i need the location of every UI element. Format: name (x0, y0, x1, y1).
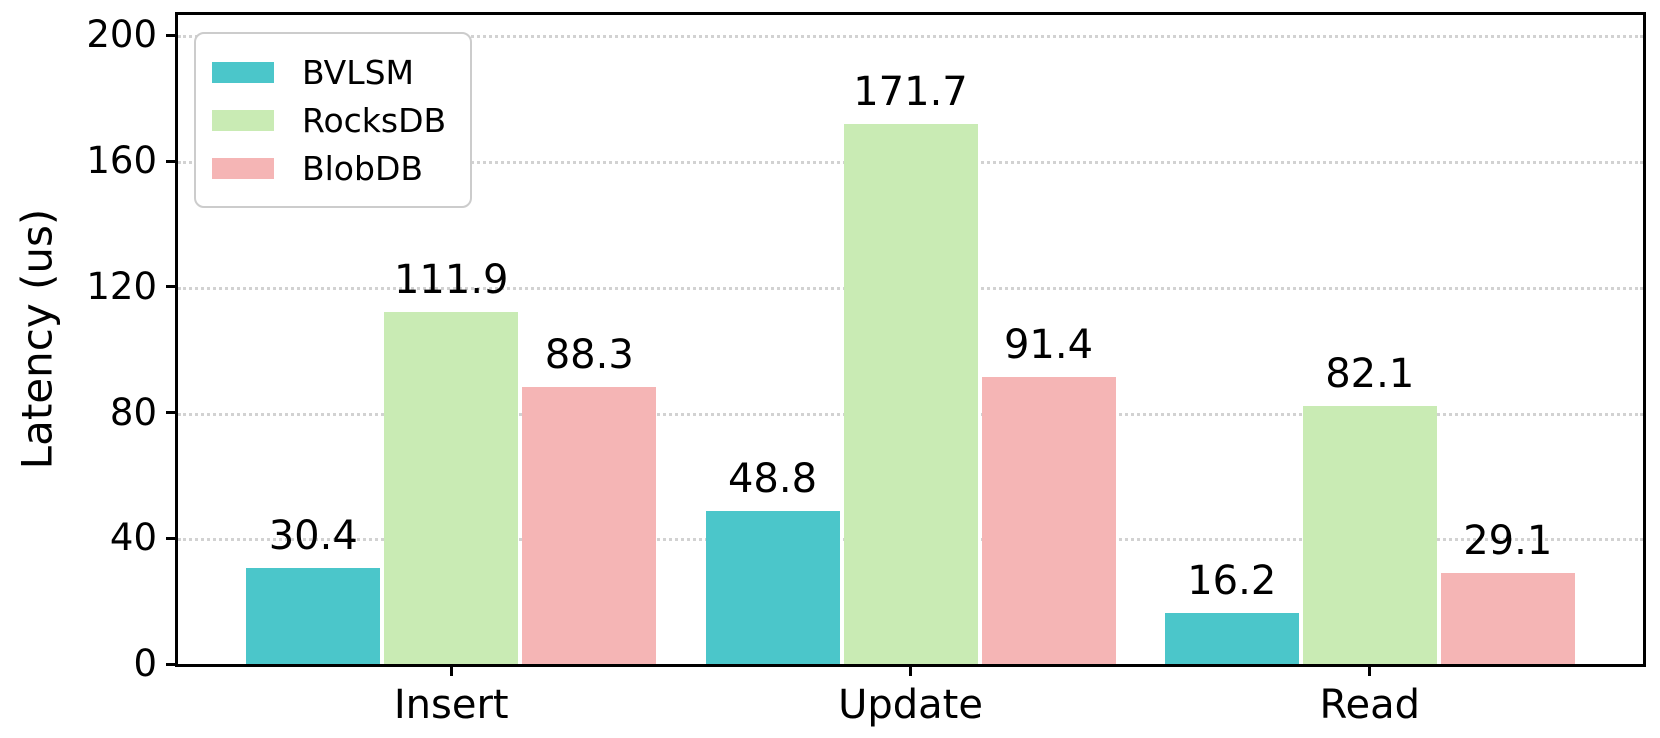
bar-value-label-bvlsm-insert: 30.4 (268, 513, 358, 560)
y-axis-tick-160 (166, 159, 177, 163)
bar-value-label-blobdb-read: 29.1 (1463, 517, 1553, 564)
y-axis-tick-label-0: 0 (133, 642, 157, 685)
bar-value-label-rocksdb-read: 82.1 (1325, 350, 1415, 397)
y-axis-tick-80 (166, 411, 177, 415)
y-axis-tick-40 (166, 536, 177, 540)
legend-row-blobdb: BlobDB (212, 144, 446, 192)
x-axis-category-label-read: Read (1319, 682, 1420, 728)
legend-row-rocksdb: RocksDB (212, 96, 446, 144)
bar-blobdb-update (981, 376, 1116, 664)
bar-value-label-blobdb-update: 91.4 (1003, 321, 1094, 368)
bar-blobdb-insert (522, 386, 657, 664)
y-axis-tick-label-160: 160 (86, 139, 157, 183)
legend-swatch-rocksdb-icon (212, 109, 274, 131)
y-axis-tick-200 (166, 33, 177, 37)
x-axis-category-label-insert: Insert (393, 682, 509, 728)
bar-value-label-bvlsm-update: 48.8 (727, 455, 818, 502)
legend-swatch-blobdb-icon (212, 157, 274, 179)
x-axis-tick-read (1368, 664, 1372, 676)
y-axis-tick-label-40: 40 (109, 516, 157, 560)
bar-bvlsm-update (705, 510, 840, 664)
plot-area: 30.4 48.8 16.2 111.9 171.7 82.1 88.3 91.4 29.1 B… (175, 12, 1646, 667)
bar-value-label-blobdb-insert: 88.3 (544, 331, 634, 378)
bar-value-label-rocksdb-insert: 111.9 (393, 257, 509, 304)
legend-label-bvlsm: BVLSM (302, 52, 415, 92)
legend-label-blobdb: BlobDB (302, 148, 423, 188)
y-axis-title: Latency (us) (12, 208, 62, 470)
x-axis-category-label-update: Update (838, 682, 983, 728)
y-axis-tick-label-80: 80 (109, 390, 157, 434)
bar-rocksdb-insert (384, 312, 519, 664)
x-axis-tick-update (909, 664, 912, 676)
bar-rocksdb-update (843, 124, 978, 664)
gridline-200 (178, 35, 1643, 39)
bar-value-label-bvlsm-read: 16.2 (1187, 558, 1277, 605)
y-axis-tick-120 (166, 285, 177, 289)
legend-swatch-bvlsm-icon (212, 61, 274, 83)
bar-blobdb-read (1440, 572, 1575, 664)
legend-label-rocksdb: RocksDB (302, 100, 447, 140)
bar-bvlsm-insert (246, 568, 381, 664)
bar-rocksdb-read (1302, 405, 1437, 664)
x-axis-tick-insert (449, 664, 453, 676)
legend-row-bvlsm: BVLSM (212, 48, 446, 96)
bar-value-label-rocksdb-update: 171.7 (853, 69, 968, 116)
y-axis-tick-label-200: 200 (86, 13, 157, 57)
bar-bvlsm-read (1164, 613, 1299, 664)
y-axis-tick-0 (166, 662, 177, 666)
y-axis-tick-label-120: 120 (86, 264, 157, 308)
legend: BVLSM RocksDB BlobDB (194, 32, 473, 208)
